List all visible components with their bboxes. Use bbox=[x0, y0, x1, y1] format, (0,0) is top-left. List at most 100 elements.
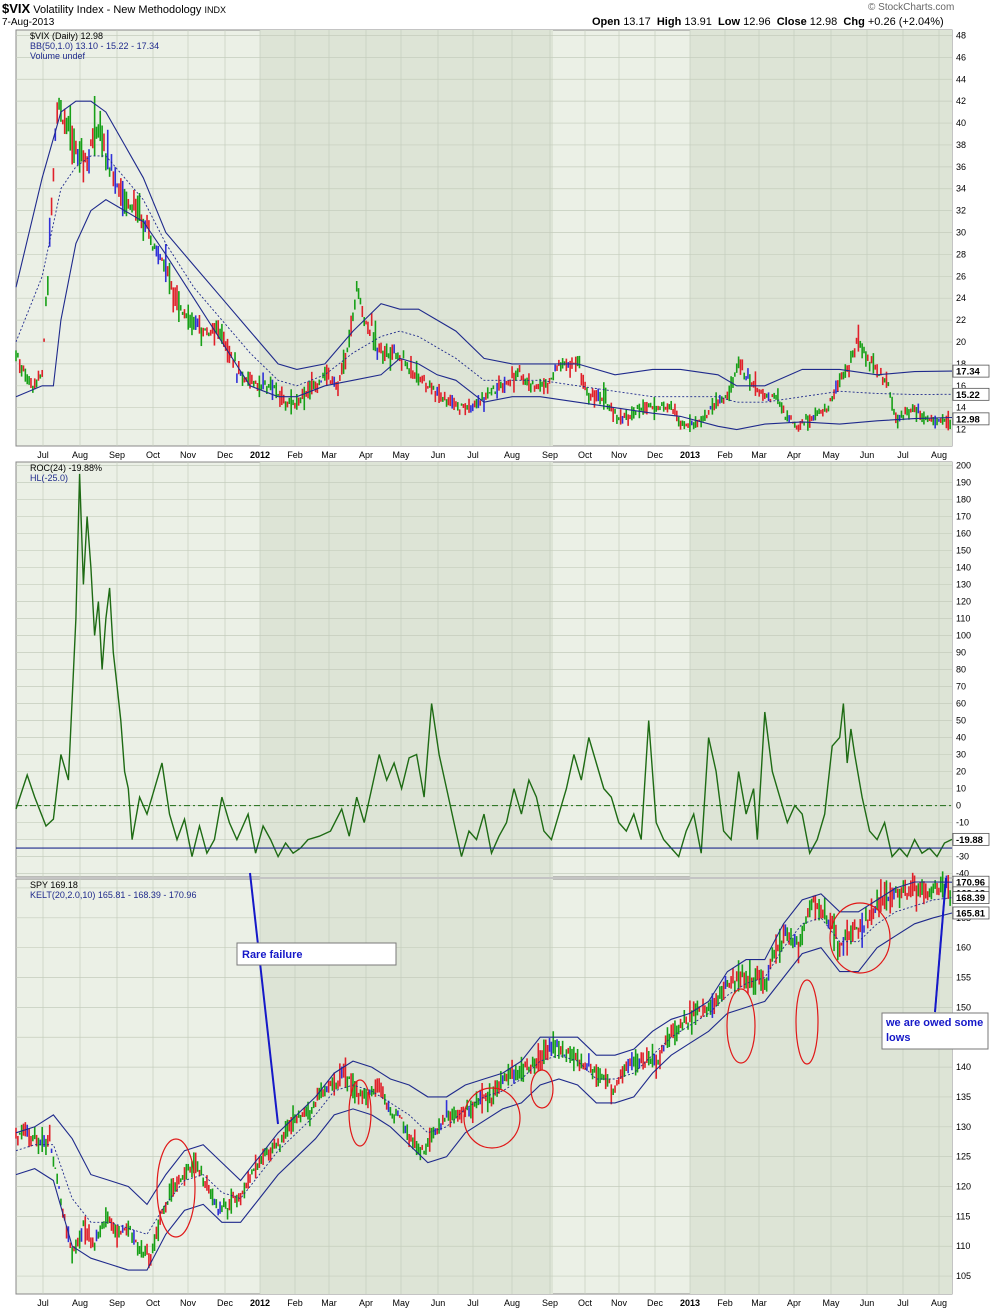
spy-x-tick: Aug bbox=[72, 1298, 88, 1308]
watermark: © StockCharts.com bbox=[868, 2, 955, 13]
ohlc-summary: Open 13.17 High 13.91 Low 12.96 Close 12… bbox=[592, 16, 944, 28]
vix-x-tick: Nov bbox=[611, 450, 628, 460]
spy-x-tick: Oct bbox=[146, 1298, 161, 1308]
vix-x-tick: Jun bbox=[431, 450, 446, 460]
chg-value: +0.26 (+2.04%) bbox=[867, 16, 944, 28]
vix-y-tick: 48 bbox=[956, 30, 966, 40]
roc-y-tick: 110 bbox=[956, 613, 970, 623]
vix-x-tick: Apr bbox=[787, 450, 801, 460]
vix-y-tick: 40 bbox=[956, 118, 966, 128]
chg-label: Chg bbox=[843, 16, 865, 28]
spy-price-tag-box bbox=[952, 891, 990, 904]
vix-x-tick: Aug bbox=[504, 450, 520, 460]
spy-y-tick: 130 bbox=[956, 1122, 971, 1132]
vix-price-tag: 12.98 bbox=[956, 414, 980, 425]
vix-price-tag-box bbox=[952, 387, 990, 401]
spy-x-tick: Mar bbox=[751, 1298, 767, 1308]
vix-y-tick: 26 bbox=[956, 271, 966, 281]
spy-band-upper bbox=[15, 881, 953, 1206]
vix-x-tick: May bbox=[822, 450, 840, 460]
vix-shade-1 bbox=[690, 30, 952, 446]
spy-x-tick: Jun bbox=[431, 1298, 446, 1308]
vix-price-tag-box bbox=[952, 364, 990, 378]
spy-x-tick: May bbox=[822, 1298, 840, 1308]
spy-y-tick: 140 bbox=[956, 1062, 971, 1072]
roc-y-tick: 150 bbox=[956, 545, 971, 555]
vix-legend-0: $VIX (Daily) 12.98 bbox=[30, 31, 103, 41]
vix-y-tick: 46 bbox=[956, 52, 966, 62]
vix-x-tick: Dec bbox=[647, 450, 664, 460]
vix-x-tick: Nov bbox=[180, 450, 197, 460]
rare-failure-label: Rare failure bbox=[242, 949, 303, 961]
spy-x-tick: Jul bbox=[467, 1298, 479, 1308]
open-label: Open bbox=[592, 16, 621, 28]
low-value: 12.96 bbox=[743, 16, 771, 28]
low-label: Low bbox=[718, 16, 741, 28]
roc-y-tick: 0 bbox=[956, 801, 961, 811]
vix-x-tick: Oct bbox=[146, 450, 161, 460]
roc-y-tick: 70 bbox=[956, 682, 966, 692]
spy-shade-0 bbox=[260, 879, 553, 1294]
vix-legend-2: Volume undef bbox=[30, 51, 86, 61]
spy-highlight-circle bbox=[795, 979, 819, 1065]
vix-x-tick: Apr bbox=[359, 450, 373, 460]
vix-x-tick: Jun bbox=[860, 450, 875, 460]
roc-y-tick: 120 bbox=[956, 596, 971, 606]
spy-x-tick: Feb bbox=[287, 1298, 303, 1308]
vix-x-tick: Jul bbox=[37, 450, 49, 460]
roc-y-tick: 20 bbox=[956, 767, 966, 777]
owed-lows-label-2: lows bbox=[886, 1032, 910, 1044]
arrow-owed-lows-tip bbox=[934, 901, 945, 1013]
spy-x-tick: Jul bbox=[37, 1298, 49, 1308]
vix-shade-0 bbox=[260, 30, 553, 446]
roc-y-tick: 160 bbox=[956, 528, 971, 538]
vix-y-tick: 44 bbox=[956, 74, 966, 84]
roc-legend-1: HL(-25.0) bbox=[30, 473, 68, 483]
spy-x-tick: Aug bbox=[931, 1298, 947, 1308]
spy-price-tag: 165.81 bbox=[956, 908, 986, 919]
roc-y-tick: 190 bbox=[956, 477, 971, 487]
high-label: High bbox=[656, 16, 682, 28]
spy-x-tick: Dec bbox=[647, 1298, 664, 1308]
roc-y-tick: 10 bbox=[956, 784, 966, 794]
open-value: 13.17 bbox=[623, 16, 651, 28]
vix-y-tick: 14 bbox=[956, 403, 966, 413]
vix-price-tag-box bbox=[952, 412, 990, 426]
spy-y-tick: 120 bbox=[956, 1182, 971, 1192]
vix-x-tick: Feb bbox=[287, 450, 303, 460]
spy-x-tick: Jun bbox=[860, 1298, 875, 1308]
rare-failure-box bbox=[236, 942, 397, 966]
spy-legend-0: SPY 169.18 bbox=[30, 880, 78, 890]
vix-y-tick: 22 bbox=[956, 315, 966, 325]
spy-x-tick: Jul bbox=[897, 1298, 909, 1308]
spy-x-tick: Feb bbox=[717, 1298, 733, 1308]
roc-y-tick: -30 bbox=[956, 852, 969, 862]
roc-y-tick: 40 bbox=[956, 733, 966, 743]
vix-x-tick: Dec bbox=[217, 450, 234, 460]
spy-y-tick: 115 bbox=[956, 1211, 970, 1221]
spy-highlight-circle bbox=[156, 1138, 196, 1238]
vix-y-tick: 42 bbox=[956, 96, 966, 106]
spy-y-tick: 105 bbox=[956, 1271, 971, 1281]
roc-y-tick: 140 bbox=[956, 562, 971, 572]
spy-x-tick: Mar bbox=[321, 1298, 337, 1308]
close-value: 12.98 bbox=[809, 16, 838, 28]
spy-y-tick: 125 bbox=[956, 1152, 971, 1162]
spy-x-tick: 2013 bbox=[680, 1298, 700, 1308]
spy-band-middle bbox=[15, 897, 953, 1235]
roc-y-tick: 100 bbox=[956, 630, 971, 640]
vix-y-tick: 12 bbox=[956, 425, 966, 435]
vix-x-tick: Sep bbox=[109, 450, 125, 460]
chart-title: $VIX Volatility Index - New Methodology … bbox=[2, 1, 226, 16]
vix-x-tick: Jul bbox=[897, 450, 909, 460]
vix-x-tick: Sep bbox=[542, 450, 558, 460]
vix-y-tick: 30 bbox=[956, 228, 966, 238]
spy-x-tick: Apr bbox=[787, 1298, 801, 1308]
spy-x-tick: Sep bbox=[542, 1298, 558, 1308]
instrument-name: Volatility Index - New Methodology bbox=[33, 4, 202, 16]
roc-y-tick: -40 bbox=[956, 869, 969, 879]
close-label: Close bbox=[776, 16, 807, 28]
vix-y-tick: 36 bbox=[956, 162, 966, 172]
